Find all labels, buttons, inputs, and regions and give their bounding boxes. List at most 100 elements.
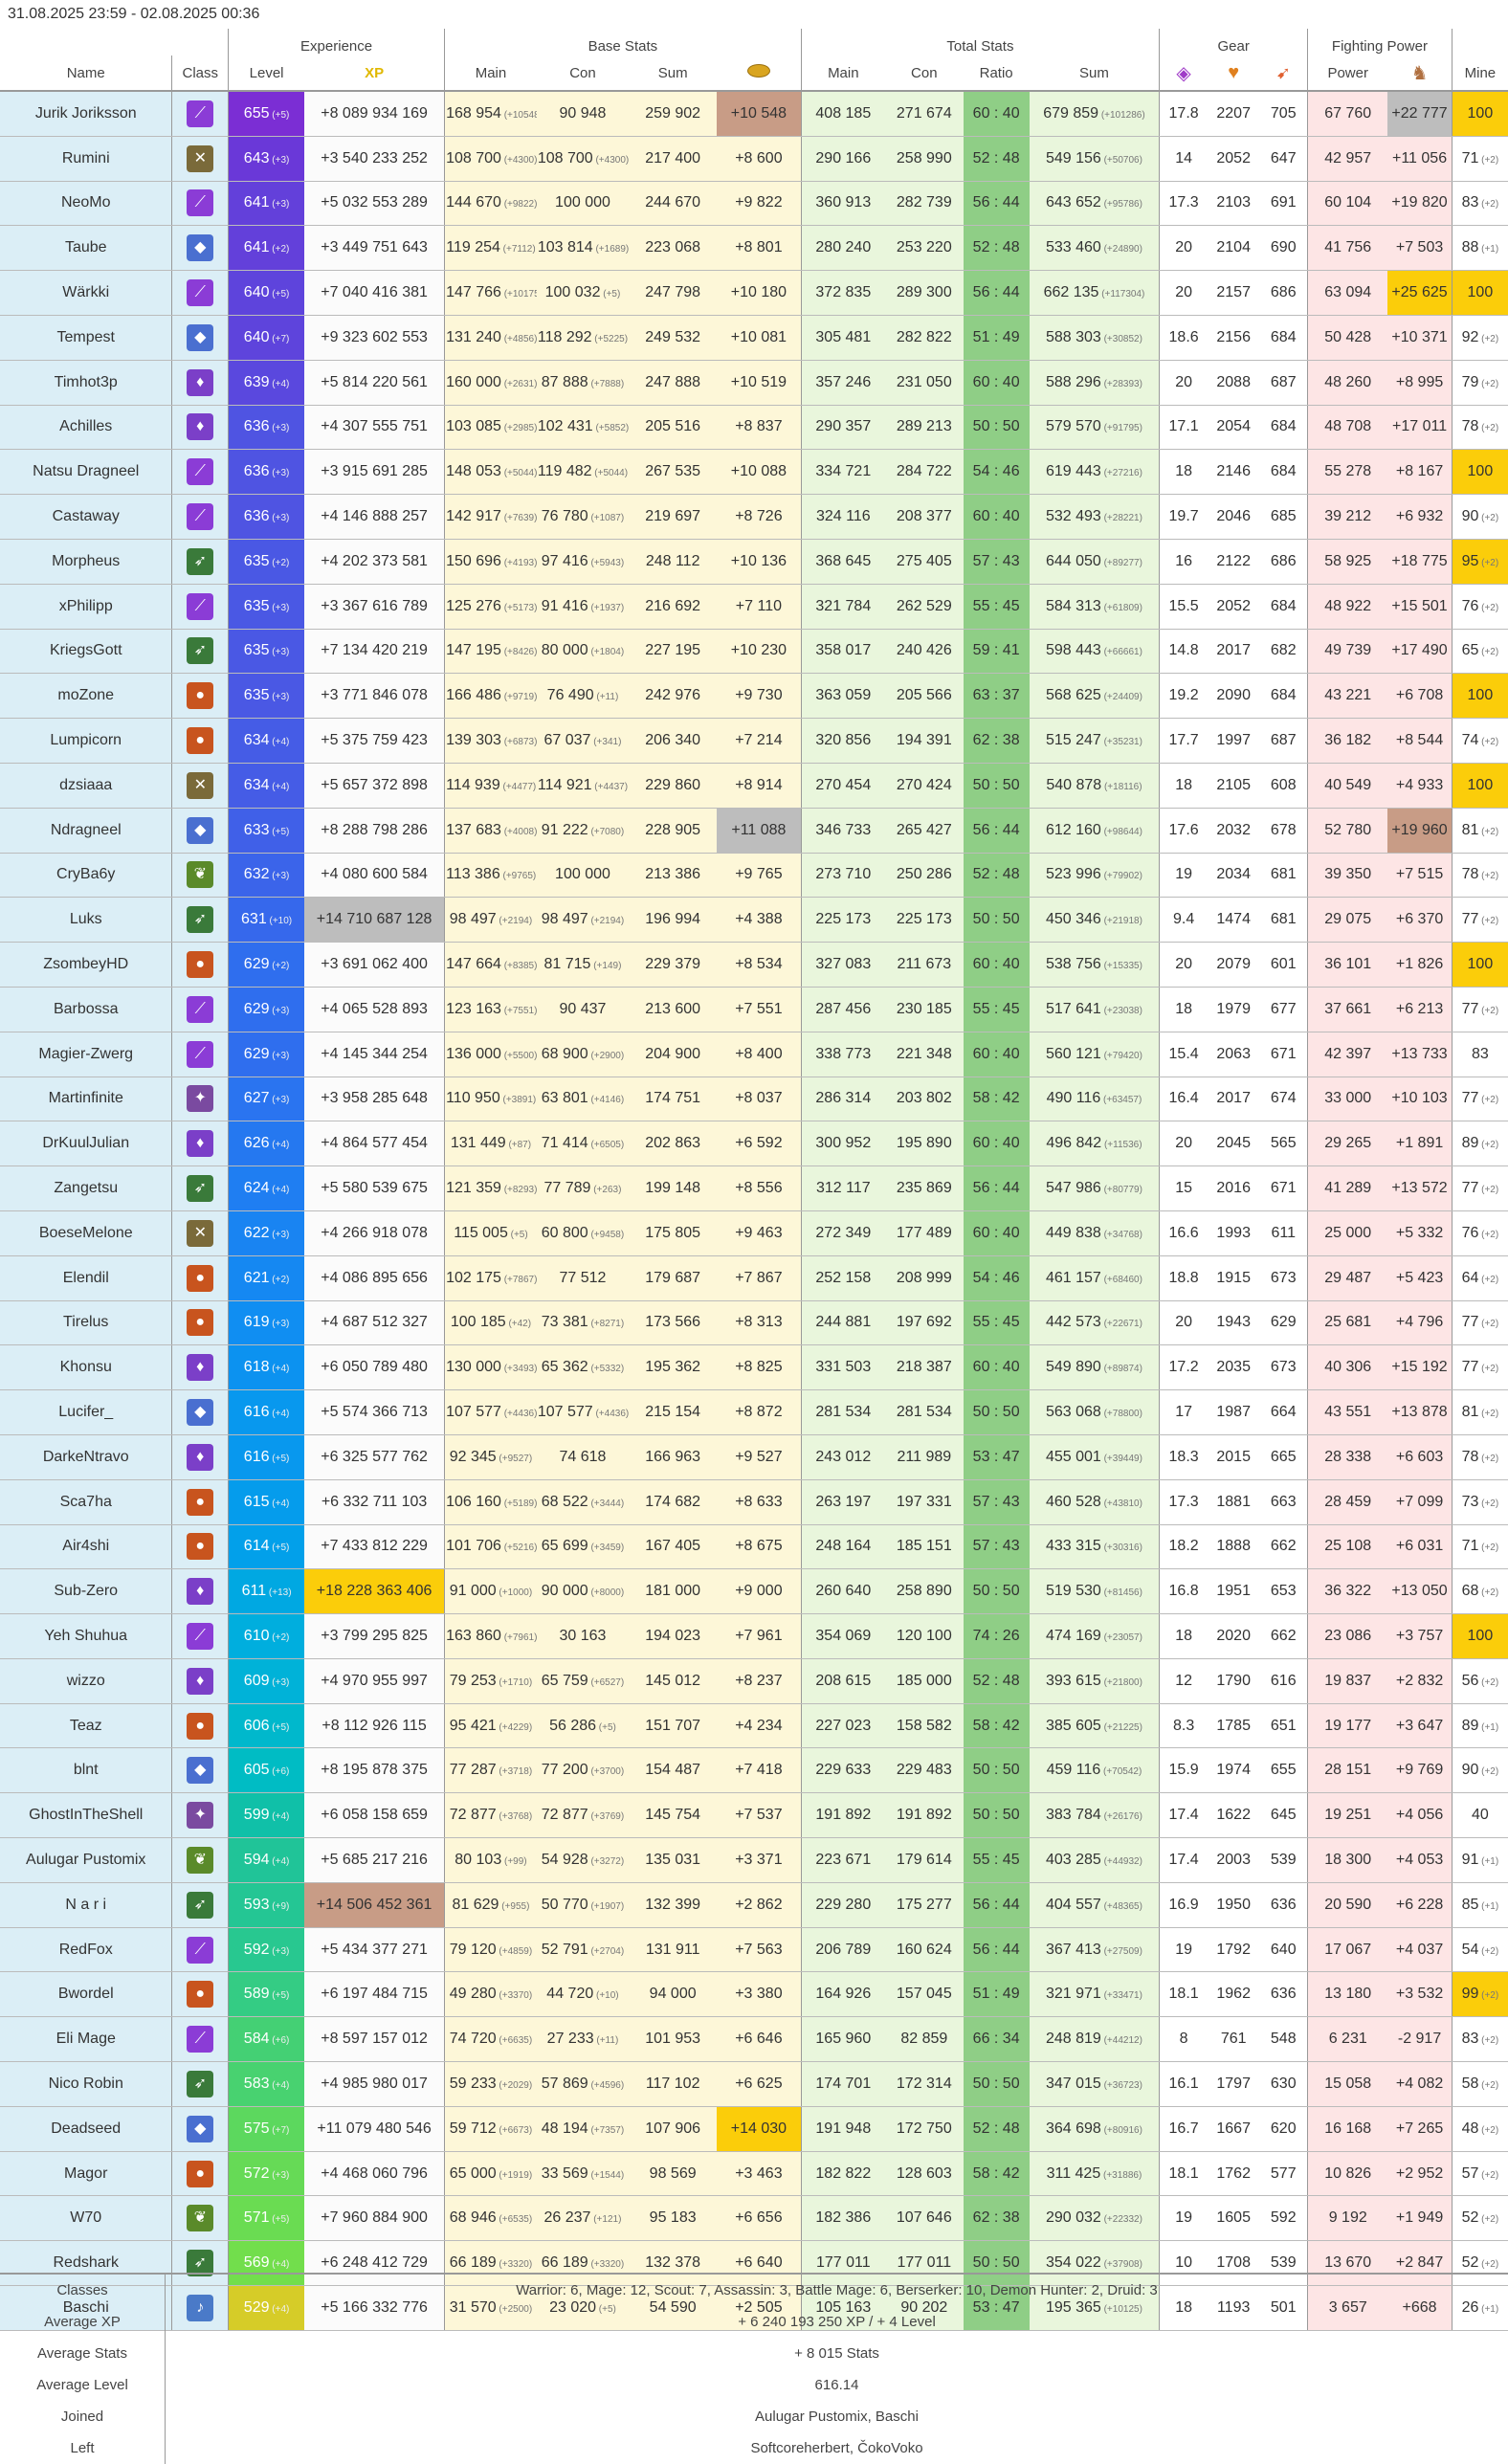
player-name[interactable]: Lucifer_	[0, 1390, 172, 1435]
col-mine[interactable]: Mine	[1452, 55, 1508, 91]
col-total-con[interactable]: Con	[885, 55, 964, 91]
player-name[interactable]: xPhilipp	[0, 584, 172, 629]
player-name[interactable]: Yeh Shuhua	[0, 1614, 172, 1659]
player-name[interactable]: Tempest	[0, 315, 172, 360]
player-name[interactable]: CryBa6y	[0, 853, 172, 898]
player-name[interactable]: Magier-Zwerg	[0, 1032, 172, 1077]
player-name[interactable]: Lumpicorn	[0, 719, 172, 764]
col-xp[interactable]: XP	[304, 55, 445, 91]
player-name[interactable]: Magor	[0, 2151, 172, 2196]
player-name[interactable]: Martinfinite	[0, 1077, 172, 1121]
col-name[interactable]: Name	[0, 55, 172, 91]
player-name[interactable]: BoeseMelone	[0, 1210, 172, 1255]
player-name[interactable]: Zangetsu	[0, 1166, 172, 1211]
player-name[interactable]: NeoMo	[0, 181, 172, 226]
col-gear-2[interactable]: ♥	[1208, 55, 1259, 91]
player-name[interactable]: Bwordel	[0, 1972, 172, 2017]
player-name[interactable]: dzsiaaa	[0, 763, 172, 808]
player-name[interactable]: Taube	[0, 226, 172, 271]
player-name[interactable]: wizzo	[0, 1658, 172, 1703]
col-con[interactable]: Con	[537, 55, 629, 91]
player-name[interactable]: Khonsu	[0, 1345, 172, 1390]
player-name[interactable]: moZone	[0, 674, 172, 719]
player-name[interactable]: Wärkki	[0, 271, 172, 316]
player-name[interactable]: Teaz	[0, 1703, 172, 1748]
col-gear-3[interactable]: ➹	[1259, 55, 1307, 91]
player-name[interactable]: W70	[0, 2196, 172, 2241]
player-name[interactable]: Eli Mage	[0, 2017, 172, 2062]
col-main[interactable]: Main	[445, 55, 537, 91]
player-name[interactable]: Ndragneel	[0, 808, 172, 853]
player-name[interactable]: KriegsGott	[0, 629, 172, 674]
player-name[interactable]: Morpheus	[0, 539, 172, 584]
col-ratio[interactable]: Ratio	[964, 55, 1030, 91]
player-name[interactable]: Deadseed	[0, 2106, 172, 2151]
player-name[interactable]: Timhot3p	[0, 360, 172, 405]
col-pet[interactable]: ♞	[1387, 55, 1452, 91]
col-power[interactable]: Power	[1308, 55, 1388, 91]
player-name[interactable]: blnt	[0, 1748, 172, 1793]
player-name[interactable]: N a r i	[0, 1882, 172, 1927]
player-name[interactable]: Barbossa	[0, 987, 172, 1032]
player-name[interactable]: ZsombeyHD	[0, 943, 172, 988]
col-level[interactable]: Level	[229, 55, 305, 91]
player-name[interactable]: Aulugar Pustomix	[0, 1838, 172, 1883]
player-name[interactable]: Natsu Dragneel	[0, 450, 172, 495]
col-sum[interactable]: Sum	[629, 55, 717, 91]
player-name[interactable]: Castaway	[0, 495, 172, 540]
player-name[interactable]: Tirelus	[0, 1300, 172, 1345]
player-name[interactable]: RedFox	[0, 1927, 172, 1972]
player-name[interactable]: Sub-Zero	[0, 1569, 172, 1614]
player-name[interactable]: GhostInTheShell	[0, 1793, 172, 1838]
player-name[interactable]: Luks	[0, 898, 172, 943]
player-name[interactable]: Jurik Joriksson	[0, 91, 172, 136]
col-total-sum[interactable]: Sum	[1030, 55, 1160, 91]
player-name[interactable]: Elendil	[0, 1255, 172, 1300]
player-name[interactable]: DarkeNtravo	[0, 1434, 172, 1479]
player-name[interactable]: Air4shi	[0, 1524, 172, 1569]
col-class[interactable]: Class	[172, 55, 229, 91]
player-name[interactable]: Rumini	[0, 136, 172, 181]
player-name[interactable]: Achilles	[0, 405, 172, 450]
col-gear-1[interactable]: ◈	[1160, 55, 1208, 91]
